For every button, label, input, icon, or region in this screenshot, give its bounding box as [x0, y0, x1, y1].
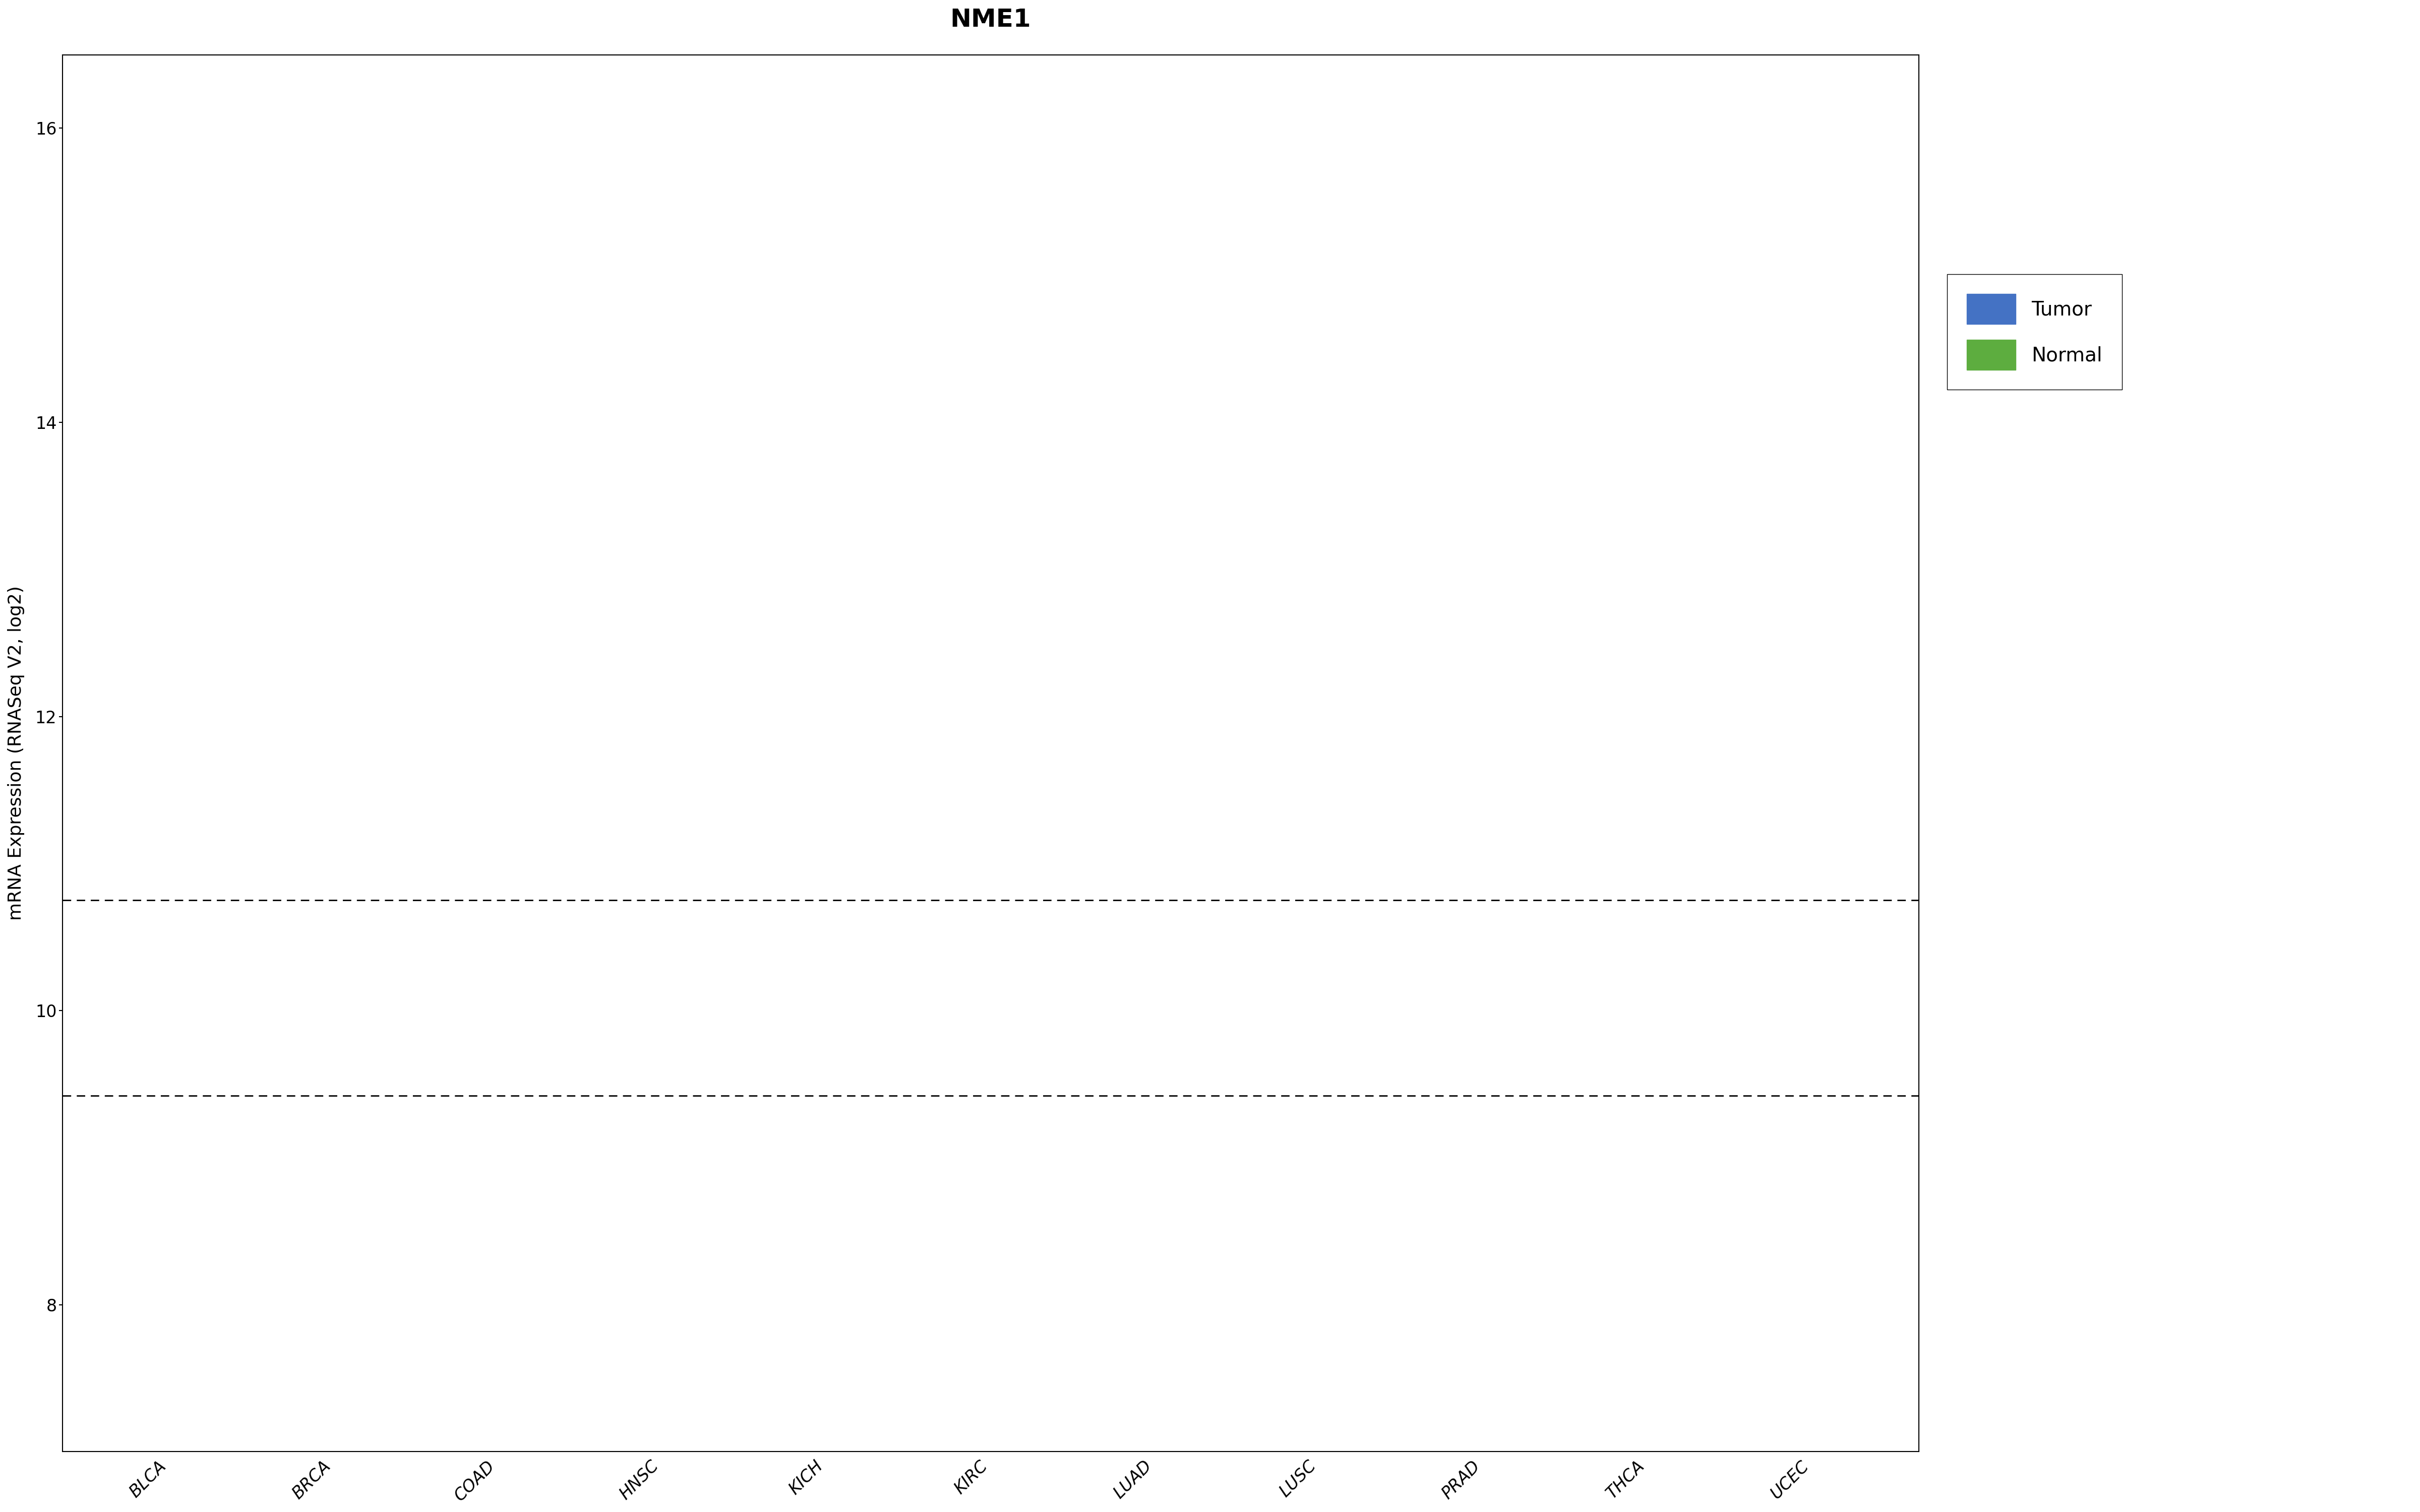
Y-axis label: mRNA Expression (RNASeq V2, log2): mRNA Expression (RNASeq V2, log2) [7, 587, 24, 921]
Legend: Tumor, Normal: Tumor, Normal [1948, 274, 2122, 390]
Title: NME1: NME1 [951, 8, 1031, 32]
